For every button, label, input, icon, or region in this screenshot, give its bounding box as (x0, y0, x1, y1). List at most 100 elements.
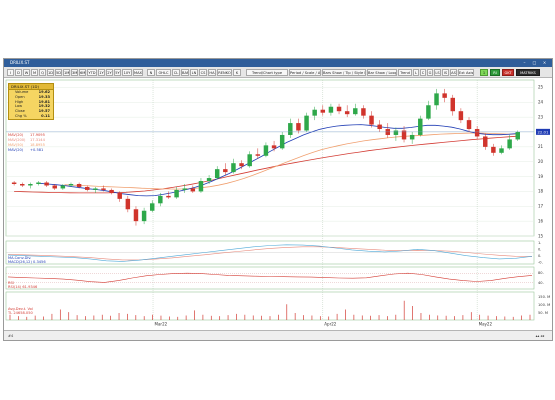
volume-tick-label: 150. M (538, 295, 550, 299)
last-price-tag (536, 128, 550, 135)
period-button-5y[interactable]: 5Y (114, 69, 121, 76)
status-bar: #4 ▴▴ ◂◂ (4, 330, 552, 340)
candle-body (174, 189, 179, 198)
candle-body (44, 182, 49, 186)
period-button-d[interactable]: D (15, 69, 22, 76)
period-button-w[interactable]: W (23, 69, 30, 76)
info-box-title: DRILIX.ST (1D) (9, 84, 53, 90)
chart-style-button-cs[interactable]: CS (199, 69, 207, 76)
info-row: Open 19.33 (9, 95, 53, 100)
period-button-10y[interactable]: 10Y (122, 69, 132, 76)
candle-body (239, 163, 244, 167)
status-right-nav[interactable]: ▴▴ ◂◂ (535, 334, 544, 338)
toolbar-button-11[interactable]: Ext Axis (458, 69, 474, 76)
volume-tick-label: 50. M (538, 311, 548, 315)
candle-body (361, 108, 366, 116)
ma-red-line (14, 135, 518, 194)
macd-line (7, 244, 533, 262)
candle-body (60, 185, 66, 189)
period-button-6m[interactable]: 6M (79, 69, 86, 76)
info-row: Volume 19.62 (9, 90, 53, 95)
candle-body (166, 195, 171, 198)
chart-style-button-k[interactable]: K (233, 69, 241, 76)
candle-body (336, 106, 342, 112)
info-row: Chg % 0.11 (9, 114, 53, 119)
chart-style-button-bar[interactable]: BAR (181, 69, 189, 76)
price-tick-label: 19 (538, 174, 544, 179)
chart-style-button-cl[interactable]: CL (172, 69, 180, 76)
period-button-max[interactable]: MAX (133, 69, 143, 76)
candle-body (133, 209, 139, 222)
macd-tick-label: -0. (538, 261, 543, 265)
macd-value: 0.3456 (33, 260, 46, 264)
volume-title: Avg.Dev.t. Vol (8, 307, 33, 311)
info-row: High 19.81 (9, 100, 53, 105)
volume-tick-label: 100. M (538, 303, 550, 307)
period-button-q[interactable]: Q (39, 69, 46, 76)
candle-body (11, 182, 17, 184)
toolbar-button-6[interactable]: C (420, 69, 426, 76)
candle-body (474, 129, 480, 137)
candle-body (117, 192, 122, 199)
period-button-5d[interactable]: 5D (55, 69, 62, 76)
ohlc-info-box: DRILIX.ST (1D) Volume 19.62 Open 19.33 High 1… (8, 83, 54, 120)
period-button-2y[interactable]: 2Y (106, 69, 113, 76)
chart-canvas[interactable]: 2524232221201918171615Mar22Apr22May2222.… (4, 78, 552, 330)
toolbar-button-4[interactable]: Trend (398, 69, 412, 76)
price-tick-label: 18 (538, 189, 544, 194)
period-button-m[interactable]: M (31, 69, 38, 76)
date-tick-label: Mar22 (155, 322, 168, 327)
toolbar-button-7[interactable]: G (427, 69, 433, 76)
toolbar-right-button-gkt[interactable]: GKT (502, 69, 514, 76)
period-button-ytd[interactable]: YTD (87, 69, 97, 76)
toolbar-button-8[interactable]: LS (434, 69, 441, 76)
period-button-i[interactable]: I (7, 69, 14, 76)
close-icon[interactable]: × (542, 60, 547, 65)
toolbar-button-5[interactable]: L (413, 69, 419, 76)
maximize-icon[interactable]: □ (532, 60, 537, 65)
ma-legend-key: MAV(20) (8, 133, 24, 137)
period-button-1d[interactable]: 1D (47, 69, 54, 76)
info-value: 19.57 (38, 109, 50, 114)
candle-body (483, 136, 488, 147)
rsi-sub-label: RSI(14) (8, 285, 22, 289)
chart-style-button-n[interactable]: N (147, 69, 155, 76)
panel-frame (5, 266, 535, 290)
toolbar-button-9[interactable]: IS (442, 69, 449, 76)
ma-legend-value: 17.9095 (30, 133, 45, 137)
toolbar: I D W M Q 1D 5D 1M 3M 6M YTD 1Y 2Y 5Y 10Y MAX N OHLC CL BAR… (4, 67, 552, 78)
minimize-icon[interactable]: – (523, 60, 526, 65)
price-tick-label: 21 (538, 144, 544, 149)
chart-style-button-renko[interactable]: RENKO (217, 69, 232, 76)
chart-area[interactable]: 2524232221201918171615Mar22Apr22May2222.… (4, 78, 552, 330)
info-key: Close (15, 109, 25, 114)
period-button-3m[interactable]: 3M (71, 69, 78, 76)
candle-body (149, 203, 155, 211)
chart-style-button-ha[interactable]: HA (208, 69, 216, 76)
ma-legend-key: MAV(50) (8, 143, 24, 147)
period-button-1y[interactable]: 1Y (98, 69, 105, 76)
chart-style-button-ln[interactable]: LN (190, 69, 198, 76)
period-button-1m[interactable]: 1M (63, 69, 70, 76)
toolbar-button-2[interactable]: Bars Show / Tip / Style Panel (322, 69, 366, 76)
rsi-title: RSI (8, 281, 14, 285)
toolbar-right-button-matriks[interactable]: MATRIKS (516, 69, 540, 76)
toolbar-button-0[interactable]: Trend/Chart type (246, 69, 288, 76)
candle-body (418, 118, 423, 135)
toolbar-button-10[interactable]: AS (450, 69, 457, 76)
toolbar-right-button-ri[interactable]: RI (490, 69, 500, 76)
candle-body (263, 145, 269, 156)
panel-frame (5, 291, 535, 321)
info-key: Low (15, 104, 23, 109)
info-key: Chg % (15, 113, 27, 118)
volume-sub-label: TL (8, 311, 13, 315)
chart-style-button-ohlc[interactable]: OHLC (156, 69, 171, 76)
candle-body (515, 132, 520, 140)
candle-body (28, 184, 33, 186)
price-tick-label: 17 (538, 204, 544, 209)
toolbar-right-button-1[interactable]: 1 (480, 69, 488, 76)
toolbar-button-3[interactable]: Bar Show / Loop Style (367, 69, 397, 76)
candle-body (377, 124, 382, 130)
toolbar-button-1[interactable]: Period / Scale / Axis (289, 69, 321, 76)
candle-body (255, 154, 261, 156)
